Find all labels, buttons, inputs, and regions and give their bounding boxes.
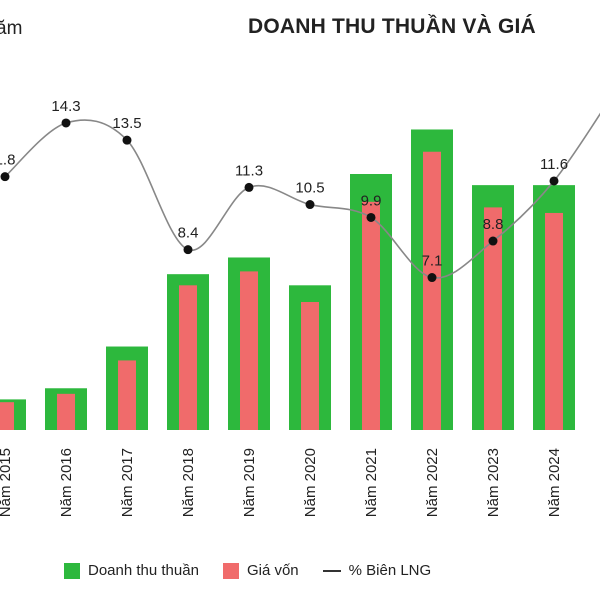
- legend-label-revenue: Doanh thu thuần: [88, 562, 199, 579]
- legend-item-margin: % Biên LNG: [322, 562, 432, 579]
- legend-label-cost: Giá vốn: [246, 562, 299, 579]
- margin-point-5: [305, 200, 315, 210]
- legend-swatch-revenue: [64, 562, 80, 579]
- legend-label-margin: % Biên LNG: [348, 562, 432, 579]
- x-tick-label-4: Năm 2019: [241, 448, 258, 517]
- legend-swatch-margin: [322, 569, 341, 572]
- margin-point-7: [427, 273, 437, 283]
- margin-point-9: [549, 176, 559, 186]
- legend-swatch-cost: [222, 562, 239, 579]
- margin-label-9: 11.6: [540, 156, 568, 173]
- margin-label-8: 8.8: [483, 216, 504, 233]
- margin-label-7: 7.1: [422, 253, 443, 270]
- x-tick-label-3: Năm 2018: [180, 448, 197, 517]
- x-tick-label-0: Năm 2015: [0, 448, 14, 517]
- bar-cost-1: [57, 393, 75, 430]
- margin-point-6: [366, 212, 376, 222]
- margin-point-8: [488, 236, 498, 246]
- x-tick-label-5: Năm 2020: [302, 448, 319, 517]
- bar-cost-9: [545, 212, 563, 430]
- margin-label-0: 1.8: [0, 152, 15, 169]
- bar-cost-3: [179, 285, 197, 430]
- bar-cost-7: [423, 151, 441, 430]
- bar-cost-0: [0, 402, 14, 430]
- margin-label-4: 11.3: [235, 162, 263, 179]
- chart-legend: Doanh thu thuần Giá vốn % Biên LNG: [64, 562, 455, 579]
- x-tick-label-7: Năm 2022: [424, 448, 441, 517]
- margin-label-6: 9.9: [361, 192, 382, 209]
- chart-title: DOANH THU THUẦN VÀ GIÁ: [248, 15, 536, 38]
- margin-point-3: [183, 245, 193, 255]
- chart-subtitle-fragment: ăm: [0, 18, 23, 39]
- margin-label-1: 14.3: [51, 98, 80, 115]
- bar-cost-4: [240, 271, 258, 430]
- margin-label-3: 8.4: [178, 225, 199, 242]
- margin-point-4: [244, 182, 254, 192]
- x-tick-label-9: Năm 2024: [546, 448, 563, 517]
- x-tick-label-1: Năm 2016: [58, 448, 75, 517]
- legend-item-revenue: Doanh thu thuần: [64, 562, 199, 579]
- bar-cost-5: [301, 302, 319, 430]
- legend-item-cost: Giá vốn: [222, 562, 299, 579]
- bar-cost-6: [362, 201, 380, 430]
- bar-cost-8: [484, 207, 502, 430]
- margin-label-2: 13.5: [112, 115, 141, 132]
- margin-point-0: [0, 172, 10, 182]
- margin-label-5: 10.5: [295, 180, 324, 197]
- margin-point-1: [61, 118, 71, 128]
- margin-point-2: [122, 135, 132, 145]
- x-tick-label-2: Năm 2017: [119, 448, 136, 517]
- bar-cost-2: [118, 360, 136, 430]
- x-tick-label-6: Năm 2021: [363, 448, 380, 517]
- x-tick-label-8: Năm 2023: [485, 448, 502, 517]
